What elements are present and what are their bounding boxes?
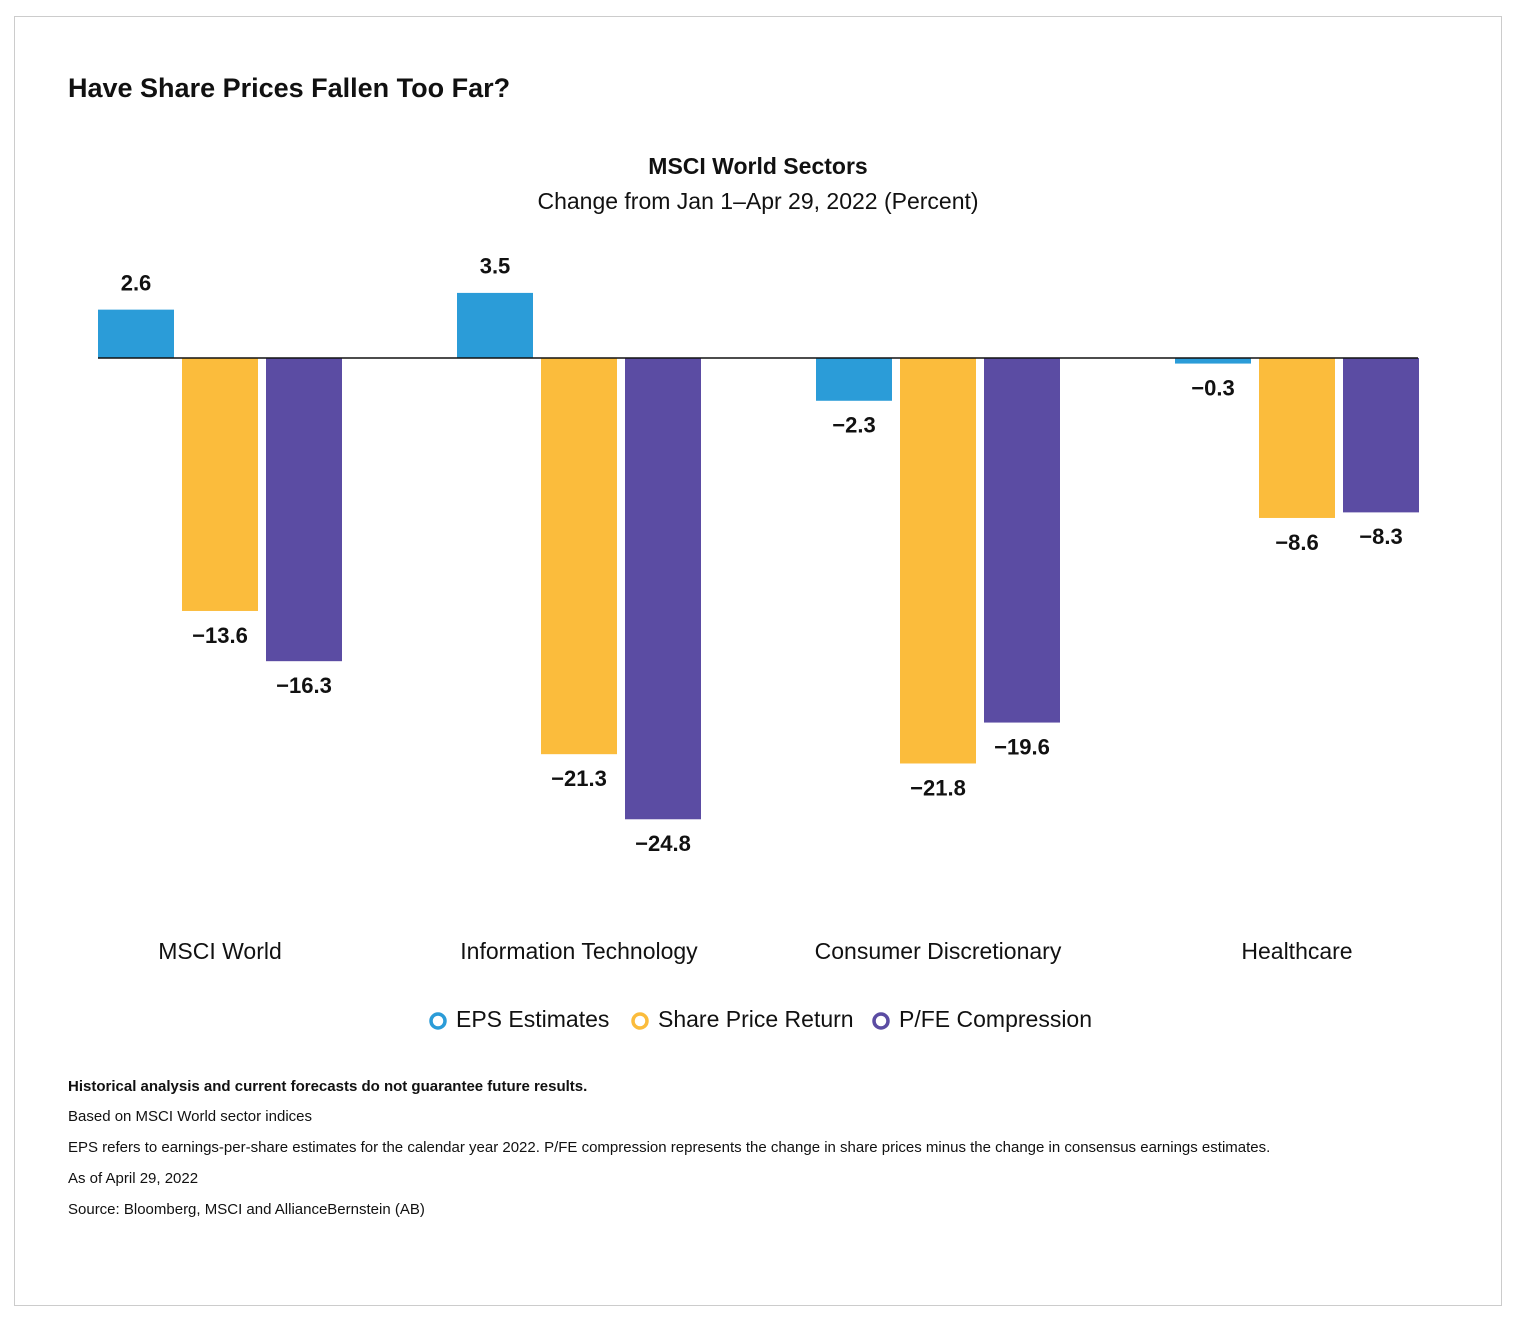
data-label: −16.3: [276, 673, 332, 698]
legend-marker: [429, 1012, 447, 1030]
x-tick-label: MSCI World: [158, 938, 282, 964]
heading: Have Share Prices Fallen Too Far?: [68, 73, 510, 103]
footnote: As of April 29, 2022: [68, 1170, 198, 1187]
data-label: −19.6: [994, 734, 1050, 759]
data-label: −24.8: [635, 831, 691, 856]
data-label: −8.6: [1275, 530, 1318, 555]
data-label: −21.3: [551, 766, 607, 791]
legend-label: EPS Estimates: [456, 1006, 609, 1032]
bar: [1259, 358, 1335, 518]
bar: [625, 358, 701, 820]
bar: [1343, 358, 1419, 513]
x-tick-label: Consumer Discretionary: [815, 938, 1062, 964]
footnote: Based on MSCI World sector indices: [68, 1108, 312, 1125]
bar: [816, 358, 892, 401]
data-label: −8.3: [1359, 524, 1402, 549]
bar: [266, 358, 342, 662]
legend-marker: [631, 1012, 649, 1030]
legend-label: Share Price Return: [658, 1006, 854, 1032]
data-label: 3.5: [480, 254, 511, 279]
frame: [14, 16, 1502, 1306]
x-tick-label: Healthcare: [1241, 938, 1352, 964]
bar: [98, 309, 174, 358]
data-label: −13.6: [192, 623, 248, 648]
data-label: −0.3: [1191, 375, 1234, 400]
data-label: 2.6: [121, 270, 152, 295]
x-tick-label: Information Technology: [460, 938, 698, 964]
chart-subtitle: Change from Jan 1–Apr 29, 2022 (Percent): [537, 188, 978, 214]
bar: [900, 358, 976, 764]
bar: [182, 358, 258, 611]
bar: [1175, 358, 1251, 364]
bar: [984, 358, 1060, 723]
footnote: Historical analysis and current forecast…: [68, 1078, 587, 1095]
bar: [457, 292, 533, 358]
legend-marker: [872, 1012, 890, 1030]
data-label: −21.8: [910, 775, 966, 800]
footnote: EPS refers to earnings-per-share estimat…: [68, 1139, 1270, 1156]
legend-label: P/FE Compression: [899, 1006, 1092, 1032]
data-label: −2.3: [832, 413, 875, 438]
chart-title: MSCI World Sectors: [648, 153, 867, 179]
bar: [541, 358, 617, 755]
footnote: Source: Bloomberg, MSCI and AllianceBern…: [68, 1201, 425, 1218]
